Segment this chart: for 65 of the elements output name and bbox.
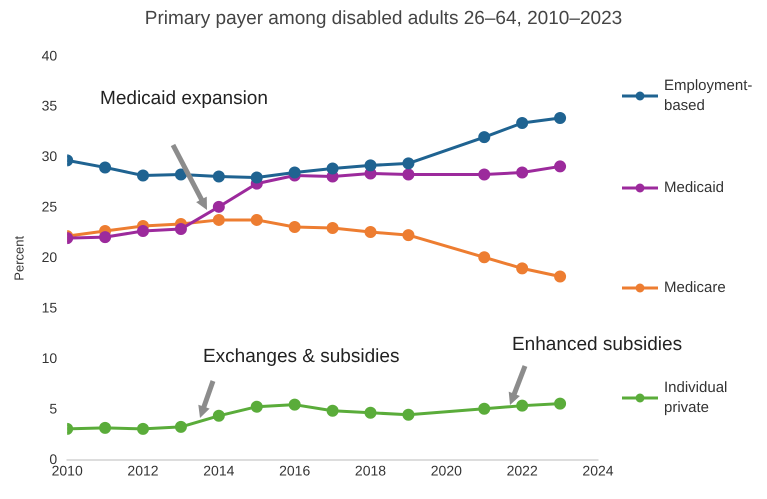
point bbox=[478, 402, 490, 415]
y-tick-label: 15 bbox=[42, 300, 58, 316]
point bbox=[402, 168, 414, 181]
point bbox=[516, 117, 528, 130]
point bbox=[137, 422, 150, 435]
y-axis-title: Percent bbox=[11, 236, 26, 281]
y-tick-label: 25 bbox=[42, 198, 58, 215]
point bbox=[516, 166, 528, 178]
point bbox=[554, 398, 566, 410]
point bbox=[326, 404, 339, 417]
point bbox=[402, 229, 414, 242]
x-tick-label: 2022 bbox=[506, 462, 538, 478]
legend-label: Medicare bbox=[664, 278, 727, 298]
point bbox=[288, 221, 301, 234]
x-tick-label: 2012 bbox=[127, 462, 159, 478]
point bbox=[212, 214, 225, 226]
point bbox=[554, 270, 566, 282]
point bbox=[554, 160, 566, 172]
x-tick-label: 2016 bbox=[279, 462, 310, 478]
point bbox=[99, 422, 112, 434]
x-tick-label: 2014 bbox=[203, 462, 235, 478]
point bbox=[137, 225, 150, 238]
point bbox=[212, 200, 225, 213]
annotation: Enhanced subsidies bbox=[512, 334, 682, 356]
point bbox=[364, 226, 377, 238]
point bbox=[288, 166, 301, 178]
y-tick-label: 5 bbox=[49, 400, 58, 417]
chart-title: Primary payer among disabled adults 26–64, 2010–2023 bbox=[144, 8, 624, 31]
y-tick-label: 20 bbox=[42, 249, 58, 266]
point bbox=[250, 214, 263, 226]
point bbox=[99, 231, 112, 244]
point bbox=[516, 262, 528, 274]
point bbox=[250, 400, 263, 413]
point bbox=[174, 168, 187, 181]
x-tick-label: 2024 bbox=[582, 462, 614, 478]
y-tick-label: 40 bbox=[42, 47, 58, 64]
y-tick-label: 35 bbox=[42, 98, 58, 114]
legend-label: Medicaid bbox=[664, 178, 726, 198]
legend-label: Employment-based bbox=[664, 76, 754, 116]
legend-label: Individual private bbox=[664, 378, 728, 418]
point bbox=[478, 168, 490, 181]
y-tick-label: 10 bbox=[42, 350, 58, 366]
x-tick-label: 2018 bbox=[354, 462, 386, 478]
y-tick-label: 30 bbox=[42, 148, 58, 164]
point bbox=[402, 157, 414, 170]
point bbox=[326, 162, 339, 174]
point bbox=[212, 410, 225, 422]
point bbox=[402, 408, 414, 421]
point bbox=[478, 251, 490, 264]
point bbox=[99, 161, 112, 174]
x-tick-label: 2020 bbox=[430, 462, 462, 478]
point bbox=[364, 159, 377, 172]
annotation: Medicaid expansion bbox=[100, 88, 268, 110]
point bbox=[174, 223, 187, 236]
point bbox=[554, 112, 566, 124]
point bbox=[364, 406, 377, 419]
point bbox=[516, 400, 528, 412]
point bbox=[137, 170, 150, 182]
point bbox=[174, 420, 187, 433]
annotation: Exchanges & subsidies bbox=[203, 346, 400, 368]
point bbox=[288, 398, 301, 411]
point bbox=[250, 172, 263, 184]
point bbox=[212, 170, 225, 183]
point bbox=[478, 131, 490, 144]
point bbox=[326, 222, 339, 234]
